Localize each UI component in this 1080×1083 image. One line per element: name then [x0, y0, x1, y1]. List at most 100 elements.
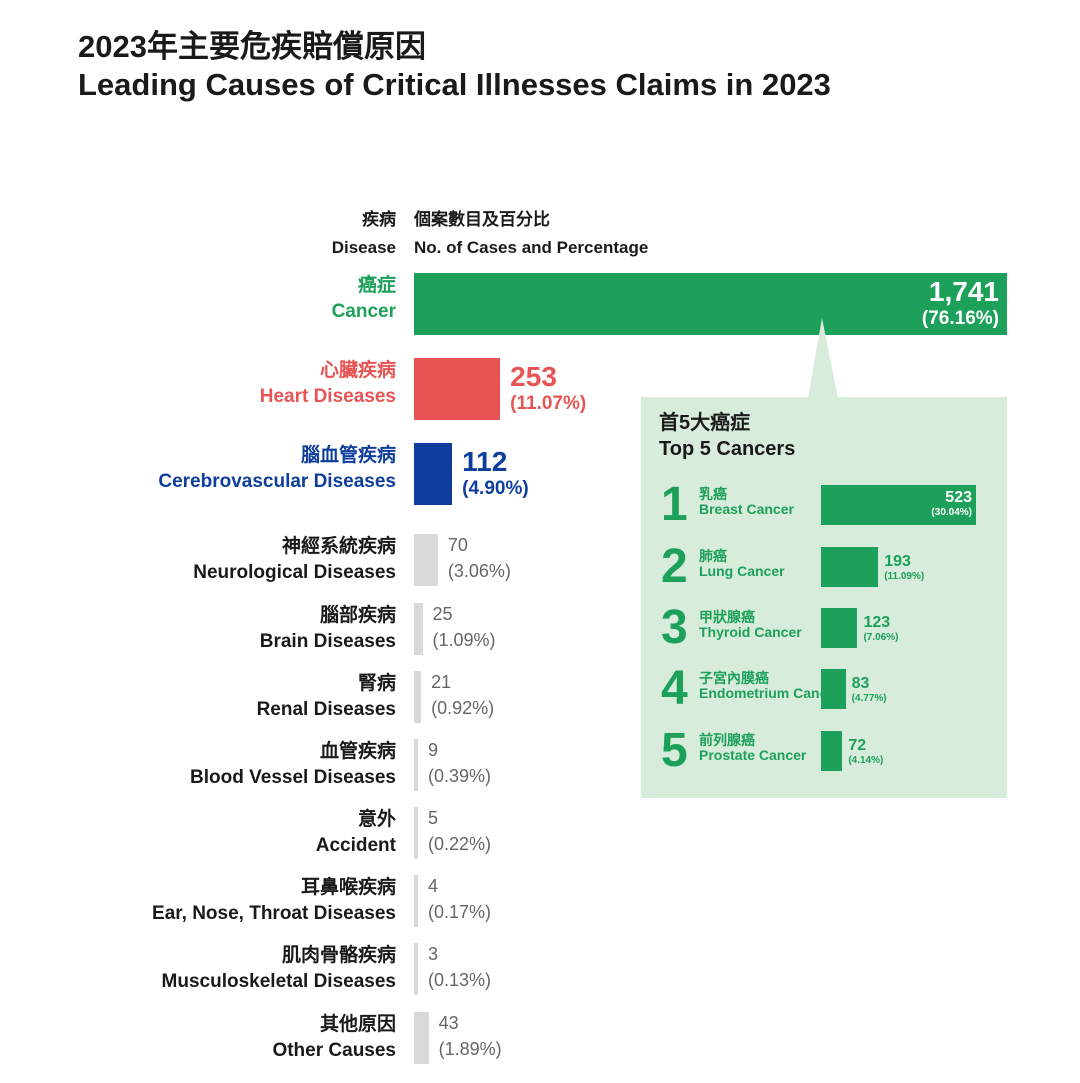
value-label: 25 (1.09%)	[433, 601, 496, 653]
category-label: 血管疾病 Blood Vessel Diseases	[190, 739, 396, 791]
top-cancers-title-en: Top 5 Cancers	[659, 438, 796, 460]
category-label-en: Brain Diseases	[259, 631, 396, 652]
value-count: 253	[510, 361, 557, 392]
cancer-rank: 3	[661, 601, 688, 654]
cancer-value-percent: (4.77%)	[851, 693, 887, 704]
category-label-en: Cerebrovascular Diseases	[158, 471, 396, 492]
bar	[414, 943, 418, 995]
cancer-name: 肺癌 Lung Cancer	[699, 549, 785, 579]
value-label: 112 (4.90%)	[462, 447, 529, 501]
value-label: 253 (11.07%)	[510, 362, 586, 416]
cancer-value: 83 (4.77%)	[852, 675, 887, 705]
cancer-name-en: Endometrium Cancer	[699, 685, 841, 701]
cancer-value: 72 (4.14%)	[848, 737, 883, 767]
top-cancers-title: 首5大癌症 Top 5 Cancers	[659, 410, 795, 462]
cancer-value: 523 (30.04%)	[931, 489, 972, 519]
bar	[414, 1012, 429, 1064]
value-label: 4 (0.17%)	[428, 873, 491, 925]
header-cases-en: No. of Cases and Percentage	[414, 238, 649, 257]
value-percent: (76.16%)	[921, 308, 999, 329]
cancer-value-count: 123	[863, 614, 891, 631]
category-label-en: Musculoskeletal Diseases	[161, 971, 396, 992]
value-count: 112	[462, 446, 508, 477]
category-label: 心臟疾病 Heart Diseases	[260, 358, 396, 410]
cancer-name-en: Lung Cancer	[699, 563, 785, 579]
title-en: Leading Causes of Critical Illnesses Cla…	[78, 67, 831, 102]
value-percent: (0.17%)	[428, 902, 492, 922]
value-label: 3 (0.13%)	[428, 941, 491, 993]
cancer-value-percent: (7.06%)	[863, 632, 899, 643]
cancer-name: 前列腺癌 Prostate Cancer	[699, 733, 806, 763]
category-label-zh: 血管疾病	[319, 741, 396, 762]
cancer-bar	[821, 608, 858, 648]
category-label-zh: 神經系統疾病	[281, 536, 396, 557]
cancer-name-en: Prostate Cancer	[699, 747, 807, 763]
header-disease-zh: 疾病	[362, 210, 396, 229]
cancer-bar	[821, 731, 843, 771]
value-count: 25	[432, 604, 453, 624]
cancer-value-count: 72	[848, 737, 867, 754]
category-label-en: Neurological Diseases	[193, 562, 396, 583]
cancer-bar	[821, 669, 846, 709]
bar	[414, 603, 423, 655]
cancer-name-zh: 乳癌	[699, 486, 727, 502]
category-label-zh: 意外	[357, 809, 396, 830]
bar	[414, 807, 418, 859]
cancer-value: 193 (11.09%)	[884, 553, 924, 583]
category-label-en: Accident	[315, 835, 396, 856]
value-percent: (4.90%)	[462, 478, 529, 499]
cancer-row: 5 前列腺癌 Prostate Cancer 72 (4.14%)	[641, 725, 1007, 777]
category-label-zh: 腦部疾病	[319, 605, 396, 626]
category-label-en: Other Causes	[272, 1040, 396, 1061]
category-label: 耳鼻喉疾病 Ear, Nose, Throat Diseases	[152, 875, 396, 927]
value-percent: (0.13%)	[428, 970, 492, 990]
bar	[414, 443, 453, 505]
value-percent: (0.39%)	[428, 766, 492, 786]
category-label-en: Ear, Nose, Throat Diseases	[152, 903, 396, 924]
value-label: 43 (1.89%)	[439, 1010, 502, 1062]
category-label-zh: 耳鼻喉疾病	[300, 877, 396, 898]
value-percent: (3.06%)	[447, 561, 511, 581]
cancer-value-count: 193	[884, 553, 911, 570]
value-count: 43	[438, 1013, 459, 1033]
cancer-name: 乳癌 Breast Cancer	[699, 487, 794, 517]
title-zh: 2023年主要危疾賠償原因	[78, 29, 426, 64]
category-label-zh: 肌肉骨骼疾病	[281, 945, 396, 966]
category-label-zh: 腦血管疾病	[300, 445, 396, 466]
value-percent: (11.07%)	[510, 393, 587, 414]
cancer-rank: 5	[661, 724, 688, 777]
cancer-row: 1 乳癌 Breast Cancer 523 (30.04%)	[641, 479, 1007, 531]
chart-title: 2023年主要危疾賠償原因 Leading Causes of Critical…	[78, 28, 831, 104]
cancer-name: 子宮內膜癌 Endometrium Cancer	[699, 671, 841, 701]
cancer-row: 3 甲狀腺癌 Thyroid Cancer 123 (7.06%)	[641, 602, 1007, 654]
category-label: 神經系統疾病 Neurological Diseases	[193, 534, 396, 586]
header-cases: 個案數目及百分比 No. of Cases and Percentage	[414, 206, 648, 262]
value-label: 70 (3.06%)	[448, 532, 511, 584]
category-label-en: Heart Diseases	[259, 386, 396, 407]
cancer-rank: 1	[661, 478, 688, 531]
value-label: 9 (0.39%)	[428, 737, 491, 789]
cancer-value-count: 523	[945, 489, 972, 506]
value-percent: (1.09%)	[432, 630, 496, 650]
cancer-row: 2 肺癌 Lung Cancer 193 (11.09%)	[641, 541, 1007, 593]
category-label-en: Cancer	[331, 301, 396, 322]
cancer-bar	[821, 547, 879, 587]
bar	[414, 358, 501, 420]
bar	[414, 875, 418, 927]
category-label: 其他原因 Other Causes	[272, 1012, 396, 1064]
cancer-value-percent: (11.09%)	[884, 571, 925, 582]
cancer-rank: 2	[661, 540, 688, 593]
value-count: 5	[428, 808, 439, 828]
value-count: 4	[428, 876, 439, 896]
cancer-value-percent: (4.14%)	[848, 755, 884, 766]
cancer-row: 4 子宮內膜癌 Endometrium Cancer 83 (4.77%)	[641, 663, 1007, 715]
top-cancers-title-zh: 首5大癌症	[659, 412, 751, 434]
cancer-value-percent: (30.04%)	[931, 507, 972, 518]
value-count: 70	[447, 535, 468, 555]
cancer-rank: 4	[661, 662, 688, 715]
bar	[414, 273, 1007, 335]
category-label-zh: 心臟疾病	[319, 360, 396, 381]
header-disease: 疾病 Disease	[332, 206, 396, 262]
cancer-name: 甲狀腺癌 Thyroid Cancer	[699, 610, 802, 640]
